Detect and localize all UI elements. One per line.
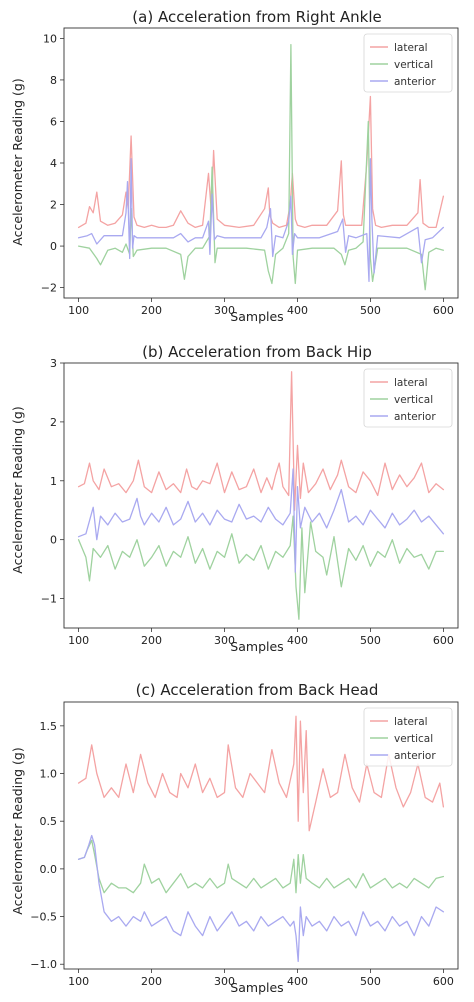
chart-c: (c) Acceleration from Back Head Accelero… (10, 681, 459, 995)
chart-c-y-tick-label: 1.0 (40, 768, 58, 781)
chart-a-y-tick-label: 10 (43, 32, 57, 45)
chart-c-x-tick-label: 300 (214, 975, 235, 988)
chart-c-plot-area: 100 200 300 400 500 600 −1.0 −0.5 0.0 0.5 1.0 1.5 la… (30, 701, 459, 988)
chart-a-y-tick-label: 0 (50, 240, 57, 253)
chart-c-y-tick-label: −0.5 (30, 911, 57, 924)
chart-a-x-tick-label: 600 (433, 304, 454, 317)
chart-a: (a) Acceleration from Right Ankle Accele… (10, 8, 459, 324)
chart-a-legend-label-vertical: vertical (394, 59, 433, 71)
chart-c-x-tick-label: 100 (68, 975, 89, 988)
chart-a-series-lateral (77, 95, 445, 229)
chart-c-legend: lateral vertical anterior (363, 707, 453, 767)
chart-a-y-axis-label: Accelerometer Reading (g) (10, 78, 25, 245)
chart-b-x-tick-label: 500 (360, 634, 381, 647)
chart-b-x-tick-label: 400 (287, 634, 308, 647)
chart-c-y-tick-label: 0.5 (40, 815, 58, 828)
chart-c-y-axis-label: Accelerometer Reading (g) (10, 747, 25, 914)
chart-c-y-tick-label: 1.5 (40, 720, 58, 733)
chart-b-series-vertical (77, 515, 445, 620)
chart-b-legend-label-anterior: anterior (394, 411, 436, 423)
chart-b-x-axis-label: Samples (230, 639, 283, 654)
chart-b-series-lateral (77, 371, 445, 511)
chart-a-y-tick-label: 4 (50, 157, 57, 170)
chart-b-plot-area: 100 200 300 400 500 600 −1 0 1 2 3 lateral vertical a… (41, 357, 459, 647)
chart-a-x-tick-label: 200 (141, 304, 162, 317)
chart-a-legend: lateral vertical anterior (363, 33, 453, 93)
chart-c-x-tick-label: 500 (360, 975, 381, 988)
chart-c-title: (c) Acceleration from Back Head (136, 681, 379, 699)
chart-a-title: (a) Acceleration from Right Ankle (132, 8, 381, 26)
chart-c-x-tick-label: 400 (287, 975, 308, 988)
chart-b-y-tick-label: 3 (50, 357, 57, 370)
chart-b-y-tick-label: −1 (41, 593, 57, 606)
chart-c-frame (63, 701, 459, 970)
chart-b-title: (b) Acceleration from Back Hip (142, 343, 372, 361)
chart-c-series-vertical (77, 839, 445, 894)
chart-c-series-lateral (77, 715, 445, 832)
chart-c-series-anterior (77, 834, 445, 963)
chart-a-plot-area: 100 200 300 400 500 600 −2 0 2 4 6 8 10 lateral vertic… (41, 27, 459, 317)
chart-a-x-tick-label: 500 (360, 304, 381, 317)
chart-b-x-tick-label: 600 (433, 634, 454, 647)
chart-b-y-axis-label: Accelerometer Reading (g) (10, 406, 25, 573)
chart-a-legend-label-lateral: lateral (394, 42, 428, 54)
chart-b-y-tick-label: 1 (50, 475, 57, 488)
chart-a-y-tick-label: 2 (50, 199, 57, 212)
chart-a-x-tick-label: 300 (214, 304, 235, 317)
chart-b-legend: lateral vertical anterior (363, 368, 453, 428)
chart-b-legend-label-lateral: lateral (394, 377, 428, 389)
chart-a-x-axis-label: Samples (230, 309, 283, 324)
chart-c-legend-box (363, 707, 453, 767)
chart-c-y-tick-label: 0.0 (40, 863, 58, 876)
chart-a-x-tick-label: 400 (287, 304, 308, 317)
chart-b: (b) Acceleration from Back Hip Accelerom… (10, 343, 459, 654)
chart-a-series-anterior (77, 158, 445, 283)
chart-a-y-tick-label: −2 (41, 282, 57, 295)
chart-b-y-tick-label: 0 (50, 534, 57, 547)
chart-b-legend-box (363, 368, 453, 428)
chart-c-legend-label-vertical: vertical (394, 733, 433, 745)
chart-b-x-tick-label: 300 (214, 634, 235, 647)
chart-a-y-tick-label: 8 (50, 74, 57, 87)
chart-c-x-tick-label: 600 (433, 975, 454, 988)
chart-c-legend-label-lateral: lateral (394, 716, 428, 728)
chart-b-y-tick-label: 2 (50, 416, 57, 429)
chart-c-y-tick-label: −1.0 (30, 958, 57, 971)
chart-b-frame (63, 362, 459, 629)
chart-c-x-axis-label: Samples (230, 980, 283, 995)
chart-a-legend-box (363, 33, 453, 93)
chart-a-y-tick-label: 6 (50, 115, 57, 128)
chart-b-x-tick-label: 200 (141, 634, 162, 647)
chart-b-legend-label-vertical: vertical (394, 394, 433, 406)
chart-a-x-tick-label: 100 (68, 304, 89, 317)
chart-c-legend-label-anterior: anterior (394, 750, 436, 762)
chart-c-x-tick-label: 200 (141, 975, 162, 988)
chart-b-x-tick-label: 100 (68, 634, 89, 647)
chart-b-series-anterior (77, 468, 445, 573)
chart-a-legend-label-anterior: anterior (394, 76, 436, 88)
